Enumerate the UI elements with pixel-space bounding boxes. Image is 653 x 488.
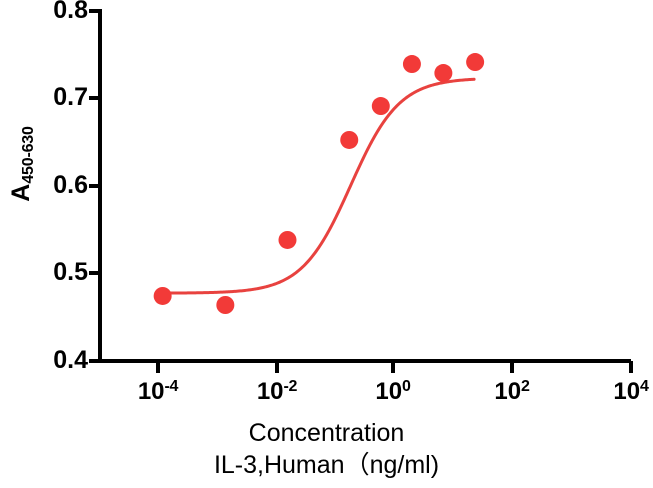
x-tick-label: 104 [576, 379, 653, 404]
x-tick-mantissa: 10 [494, 378, 522, 405]
data-point [466, 53, 485, 72]
x-tick-label: 10-4 [103, 379, 213, 404]
y-axis-title-subscript: 450-630 [20, 126, 37, 184]
y-axis-tick-labels: 0.8 0.7 0.6 0.5 0.4 [20, 0, 88, 488]
data-point [153, 286, 172, 305]
data-point [216, 296, 235, 314]
x-tick-exponent: -4 [164, 378, 179, 395]
x-axis-title-line1: Concentration [248, 419, 405, 447]
x-tick-exponent: 2 [521, 378, 530, 395]
x-tick-mantissa: 10 [375, 378, 403, 405]
x-tick-label: 100 [338, 379, 448, 404]
x-tick-label: 10-2 [222, 379, 332, 404]
y-tick-label: 0.6 [53, 171, 88, 199]
y-tick-label: 0.7 [53, 83, 88, 111]
data-point-markers [153, 53, 485, 314]
y-axis-title: A450-630 [7, 99, 37, 229]
y-tick-label: 0.5 [53, 258, 88, 286]
y-axis-ticks [89, 9, 100, 363]
data-point [278, 230, 297, 249]
x-tick-exponent: 4 [640, 378, 649, 395]
x-tick-mantissa: 10 [256, 378, 284, 405]
data-point [434, 64, 453, 83]
data-point [371, 97, 390, 116]
x-axis-ticks [156, 361, 633, 373]
x-axis-title: Concentration IL-3,Human（ng/ml) [0, 418, 653, 481]
data-point [340, 130, 359, 149]
x-tick-mantissa: 10 [613, 378, 641, 405]
sigmoid-fit-curve [168, 77, 476, 295]
x-tick-mantissa: 10 [137, 378, 165, 405]
data-point [402, 55, 421, 74]
y-tick-label: 0.8 [53, 0, 88, 24]
x-tick-exponent: -2 [283, 378, 298, 395]
x-axis-title-line2: IL-3,Human（ng/ml) [213, 450, 440, 479]
y-axis-title-main: A [7, 183, 35, 202]
x-tick-exponent: 0 [402, 378, 411, 395]
y-tick-label: 0.4 [53, 346, 88, 374]
x-tick-label: 102 [457, 379, 567, 404]
